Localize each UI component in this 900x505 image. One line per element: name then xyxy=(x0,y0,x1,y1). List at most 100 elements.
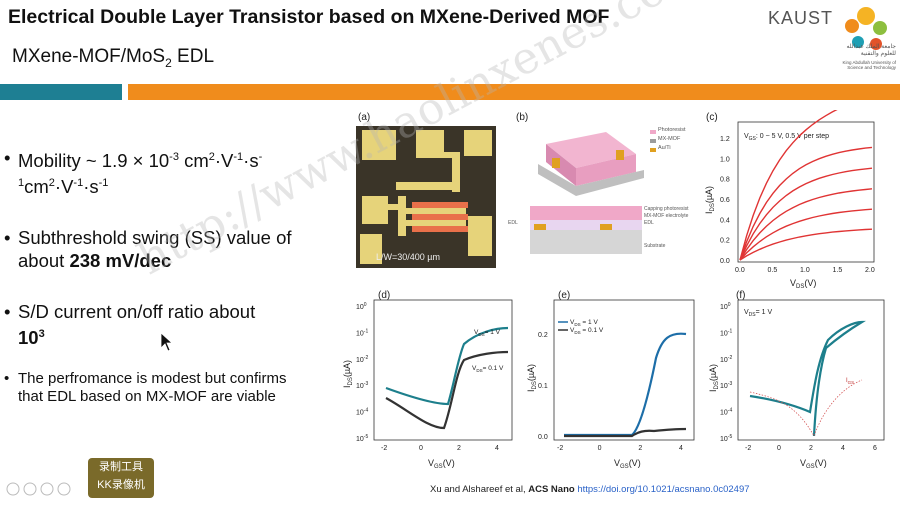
svg-text:VDS= 1 V: VDS= 1 V xyxy=(744,309,772,318)
svg-text:VGS(V): VGS(V) xyxy=(428,458,455,470)
panel-f-igs-trace xyxy=(749,379,863,437)
panel-d-series-1v xyxy=(385,326,509,406)
y-tick-label: 1.2 xyxy=(720,136,730,143)
panel-d-chart: (d) VDS= 1 V VDS= 0.1 V -2 0 2 4 100 10-1 10-… xyxy=(342,290,513,470)
bullet-performance: • The perfromance is modest but confirms … xyxy=(4,370,287,405)
x-tick-label: -2 xyxy=(381,445,387,452)
y-tick-label: 0.1 xyxy=(538,383,548,390)
bullet-onoff-ratio: • S/D current on/off ratio about 103 xyxy=(4,301,256,349)
panel-a-micrograph xyxy=(356,126,496,268)
svg-text:IDS(µA): IDS(µA) xyxy=(342,360,354,388)
header-bar-orange xyxy=(128,84,900,100)
panel-b-legend-auti: Au/Ti xyxy=(658,145,671,151)
y-tick-label: 0.2 xyxy=(538,332,548,339)
x-tick-label: 0 xyxy=(777,445,781,452)
panel-b-layer-substrate: Substrate xyxy=(644,243,666,249)
panel-a-scale-text: L/W=30/400 µm xyxy=(376,252,440,262)
y-tick-label: 10-3 xyxy=(356,381,368,390)
panel-c-curve xyxy=(739,110,838,261)
panel-c-curve xyxy=(739,146,873,261)
menu-icon xyxy=(57,482,71,496)
bullet-mobility: • Mobility ~ 1.9 × 10-3 cm2·V-1·s-1cm2·V… xyxy=(4,147,263,198)
x-tick-label: 4 xyxy=(841,445,845,452)
panel-b-layer-electrolyte: MX-MOF electrolyte xyxy=(644,213,689,219)
panel-d-series-01v xyxy=(385,350,509,430)
panel-c-curve xyxy=(739,188,873,261)
panel-b-edl-side-label: EDL xyxy=(508,220,518,226)
y-tick-label: 10-2 xyxy=(720,355,732,364)
panel-b-layer-edl: EDL xyxy=(644,220,654,226)
svg-text:VGS(V): VGS(V) xyxy=(614,458,641,470)
x-tick-label: 2 xyxy=(809,445,813,452)
panel-b-legend-photoresist: Photoresist xyxy=(658,127,686,133)
x-tick-label: 2 xyxy=(638,445,642,452)
kaust-logo-arabic: جامعة الملك عبدالله للعلوم والتقنية xyxy=(846,44,896,57)
kaust-logo-text: KAUST xyxy=(768,8,834,28)
y-tick-label: 10-1 xyxy=(356,328,368,337)
svg-text:IDS(µA): IDS(µA) xyxy=(708,364,720,392)
panel-e-series-01v xyxy=(564,427,687,438)
x-tick-label: 0.0 xyxy=(735,267,745,274)
slide-title: Electrical Double Layer Transistor based… xyxy=(8,6,610,28)
svg-text:VGS: 0 ~ 5 V, 0.5 V per step: VGS: 0 ~ 5 V, 0.5 V per step xyxy=(744,133,829,142)
x-tick-label: 1.5 xyxy=(833,267,843,274)
svg-text:VDS = 0.1 V: VDS = 0.1 V xyxy=(570,327,604,335)
panel-e-series-1v xyxy=(564,332,687,437)
y-tick-label: 0.0 xyxy=(720,258,730,265)
panel-c-chart: (c) VGS: 0 ~ 5 V, 0.5 V per step 0.0 0.5 1… xyxy=(704,110,875,290)
y-tick-label: 10-4 xyxy=(720,408,732,417)
x-tick-label: 0.5 xyxy=(768,267,778,274)
panel-c-curve xyxy=(739,167,873,261)
y-tick-label: 10-4 xyxy=(356,408,368,417)
slide-subtitle: MXene-MOF/MoS2 EDL xyxy=(12,46,215,70)
x-tick-label: 4 xyxy=(495,445,499,452)
player-controls[interactable] xyxy=(6,482,78,496)
doi-link[interactable]: https://doi.org/10.1021/acsnano.0c02497 xyxy=(574,484,750,495)
x-tick-label: 2.0 xyxy=(865,267,875,274)
y-tick-label: 0.4 xyxy=(720,217,730,224)
panel-c-curve xyxy=(739,228,873,261)
recorder-badge: 录制工具 KK录像机 xyxy=(88,458,154,498)
y-tick-label: 100 xyxy=(356,302,367,311)
panel-f-chart: (f) VDS= 1 V IGS -2 0 2 4 6 100 10-1 10-2 10-3 1… xyxy=(708,290,885,470)
svg-text:VGS(V): VGS(V) xyxy=(800,458,827,470)
panel-e-chart: (e) VDS = 1 V VDS = 0.1 V -2 0 2 4 0.2 0.1 0.… xyxy=(526,290,695,470)
bullet-subthreshold: • Subthreshold swing (SS) value of about … xyxy=(4,227,292,271)
mouse-cursor-icon xyxy=(160,332,174,352)
y-tick-label: 10-5 xyxy=(356,434,368,443)
svg-text:IDS(µA): IDS(µA) xyxy=(704,186,716,214)
panel-c-curves xyxy=(739,110,873,261)
citation-text: Xu and Alshareef et al, ACS Nano https:/… xyxy=(430,484,750,495)
panel-c-curve xyxy=(739,208,873,261)
x-tick-label: 0 xyxy=(419,445,423,452)
svg-text:IDS(µA): IDS(µA) xyxy=(526,364,538,392)
x-tick-label: 2 xyxy=(457,445,461,452)
panel-d-label: (d) xyxy=(378,290,390,301)
y-tick-label: 100 xyxy=(720,302,731,311)
y-tick-label: 10-3 xyxy=(720,381,732,390)
y-tick-label: 10-2 xyxy=(356,355,368,364)
kaust-logo-english: King Abdullah University of Science and … xyxy=(842,60,896,70)
panel-e-label: (e) xyxy=(558,290,570,301)
svg-text:IGS: IGS xyxy=(846,378,854,385)
svg-text:VDS(V): VDS(V) xyxy=(790,278,816,290)
header-bar-teal xyxy=(0,84,122,100)
panel-c-label: (c) xyxy=(706,112,718,123)
panel-f-ids-loop xyxy=(749,320,866,437)
svg-text:VDS= 1 V: VDS= 1 V xyxy=(474,329,501,337)
y-tick-label: 10-1 xyxy=(720,328,732,337)
y-tick-label: 1.0 xyxy=(720,156,730,163)
svg-text:VDS= 0.1 V: VDS= 0.1 V xyxy=(472,365,504,373)
panel-b-layer-capping: Capping photoresist xyxy=(644,206,689,212)
y-tick-label: 0.2 xyxy=(720,238,730,245)
y-tick-label: 10-5 xyxy=(720,434,732,443)
svg-text:VDS = 1 V: VDS = 1 V xyxy=(570,319,598,327)
x-tick-label: -2 xyxy=(557,445,563,452)
x-tick-label: 4 xyxy=(679,445,683,452)
panel-b-schematic xyxy=(530,130,656,254)
play-icon xyxy=(23,482,37,496)
next-icon xyxy=(40,482,54,496)
panel-a-label: (a) xyxy=(358,112,371,123)
kaust-logo-icon xyxy=(845,7,887,50)
x-tick-label: 0 xyxy=(598,445,602,452)
